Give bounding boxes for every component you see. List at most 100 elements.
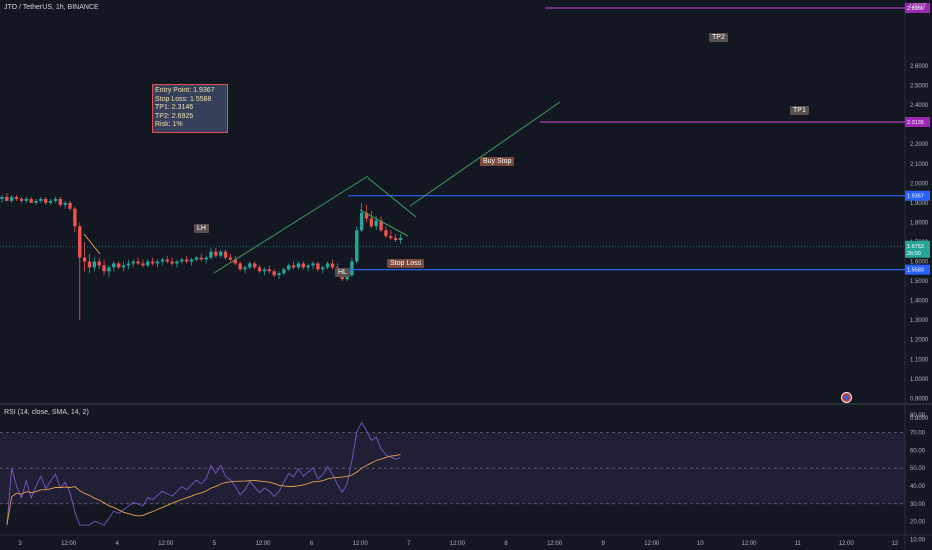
- candle-body: [82, 257, 87, 262]
- candle-body: [92, 261, 97, 268]
- price-tick-label: 2.6000: [910, 64, 929, 70]
- price-badge-stop: [905, 264, 930, 275]
- candle-body: [301, 263, 306, 268]
- rsi-title: RSI (14, close, SMA, 14, 2): [4, 409, 89, 416]
- candle-body: [107, 267, 111, 272]
- flag-circle-icon[interactable]: [841, 392, 852, 403]
- time-tick-label: 12:00: [741, 541, 757, 547]
- trendline-support: [213, 175, 369, 274]
- buy-stop-label: Buy Stop: [480, 157, 515, 166]
- tp2-text: TP2: 2.6925: [155, 112, 194, 120]
- candle-body: [384, 230, 388, 237]
- candle-body: [63, 202, 67, 205]
- price-tick-label: 0.9000: [910, 396, 929, 402]
- candle-body: [248, 263, 252, 268]
- candle-body: [24, 198, 28, 201]
- price-badge-tp2-text: 2.8966: [907, 6, 924, 12]
- time-tick-label: 12:00: [839, 541, 855, 547]
- candle-body: [189, 259, 194, 262]
- price-badge-tp2: [905, 3, 930, 14]
- candle-body: [272, 271, 276, 276]
- price-tick-label: 0.8000: [910, 416, 929, 422]
- candle-body: [253, 263, 257, 268]
- candle-body: [141, 263, 145, 266]
- candle-body: [267, 269, 271, 272]
- flag-upper-line: [367, 177, 417, 218]
- price-badge-tp1: [905, 117, 930, 128]
- candle-body: [184, 259, 189, 262]
- rsi-tick-label: 30.00: [910, 502, 926, 508]
- price-badge-entry-text: 1.9367: [907, 194, 924, 200]
- candle-body: [10, 196, 14, 201]
- candle-body: [48, 200, 53, 203]
- candle-body: [19, 198, 24, 201]
- time-tick-label: 12:00: [644, 541, 660, 547]
- price-tick-label: 2.0000: [910, 181, 929, 187]
- candle-body: [393, 238, 398, 240]
- candle-body: [39, 198, 43, 201]
- time-tick-label: 12: [891, 541, 898, 547]
- candle-body: [214, 251, 218, 256]
- price-tick-label: 2.5000: [910, 84, 929, 90]
- candle-body: [330, 263, 335, 268]
- drop-trendline: [83, 233, 101, 255]
- rsi-tick-label: 70.00: [910, 431, 926, 437]
- candle-body: [5, 196, 9, 201]
- symbol-title: JTO / TetherUS, 1h, BINANCE: [4, 4, 99, 11]
- price-tick-label: 1.0000: [910, 377, 929, 383]
- candle-body: [204, 257, 208, 260]
- candle-body: [68, 202, 72, 209]
- price-tick-label: 1.8000: [910, 220, 929, 226]
- candle-body: [180, 259, 184, 262]
- candle-body: [175, 261, 179, 264]
- candle-body: [150, 261, 155, 264]
- time-tick-label: 10: [697, 541, 704, 547]
- time-tick-label: 5: [213, 541, 217, 547]
- candle-body: [131, 261, 135, 264]
- time-tick-label: 11: [794, 541, 801, 547]
- time-tick-label: 3: [18, 541, 22, 547]
- candle-body: [321, 267, 325, 270]
- trade-info-box[interactable]: Entry Point: 1.9367 Stop Loss: 1.5588 TP…: [152, 84, 228, 133]
- price-tick-label: 2.4000: [910, 103, 929, 109]
- lh-label: LH: [194, 224, 209, 233]
- candle-body: [126, 263, 131, 266]
- candle-body: [369, 218, 374, 227]
- time-tick-label: 7: [407, 541, 411, 547]
- price-tick-label: 1.1000: [910, 357, 929, 363]
- candle-body: [364, 212, 369, 219]
- time-tick-label: 12:00: [61, 541, 77, 547]
- candle-body: [155, 261, 160, 264]
- candle-body: [325, 263, 330, 268]
- candle-body: [291, 265, 296, 268]
- candle-body: [102, 265, 106, 272]
- price-tick-label: 2.1000: [910, 162, 929, 168]
- price-tick-label: 1.9000: [910, 201, 929, 207]
- candle-body: [29, 198, 33, 203]
- candle-body: [116, 263, 121, 268]
- time-tick-label: 12:00: [547, 541, 563, 547]
- candle-body: [359, 212, 364, 231]
- candle-body: [53, 198, 58, 201]
- candle-body: [257, 267, 262, 272]
- price-tick-label: 1.4000: [910, 299, 929, 305]
- time-tick-label: 8: [504, 541, 508, 547]
- projection-line: [409, 101, 561, 207]
- candle-body: [194, 257, 199, 260]
- candle-body: [243, 267, 247, 270]
- candle-body: [345, 275, 349, 280]
- time-tick-label: 4: [116, 541, 120, 547]
- candle-body: [398, 238, 403, 240]
- candle-body: [73, 208, 77, 227]
- rsi-line: [6, 421, 401, 526]
- candle-body: [87, 261, 92, 268]
- candle-body: [306, 265, 310, 268]
- candle-body: [34, 200, 38, 203]
- candle-body: [14, 196, 19, 199]
- tp1-label: TP1: [790, 106, 809, 115]
- rsi-tick-label: 20.00: [910, 520, 926, 526]
- price-badge-entry: [905, 190, 930, 201]
- price-tick-label: 1.5000: [910, 279, 929, 285]
- price-badge-stop-text: 1.5583: [907, 268, 924, 274]
